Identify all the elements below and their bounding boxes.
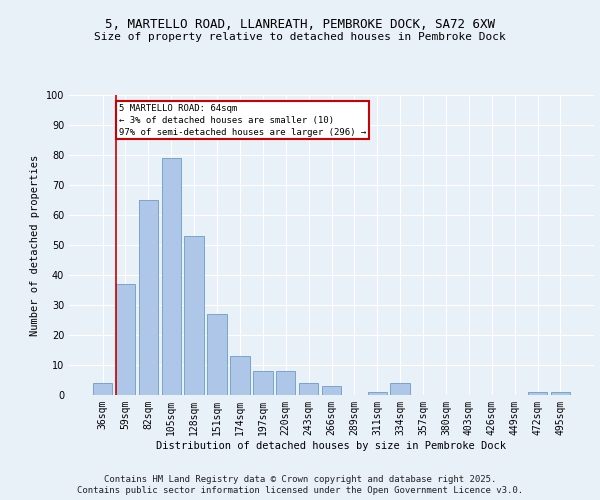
Y-axis label: Number of detached properties: Number of detached properties	[30, 154, 40, 336]
X-axis label: Distribution of detached houses by size in Pembroke Dock: Distribution of detached houses by size …	[157, 440, 506, 450]
Bar	[230, 356, 250, 395]
Bar	[93, 383, 112, 395]
Bar	[276, 371, 295, 395]
Bar	[116, 284, 135, 395]
Bar	[322, 386, 341, 395]
Bar	[184, 236, 204, 395]
Bar	[253, 371, 272, 395]
Text: 5, MARTELLO ROAD, LLANREATH, PEMBROKE DOCK, SA72 6XW: 5, MARTELLO ROAD, LLANREATH, PEMBROKE DO…	[105, 18, 495, 30]
Bar	[139, 200, 158, 395]
Text: Contains HM Land Registry data © Crown copyright and database right 2025.: Contains HM Land Registry data © Crown c…	[104, 475, 496, 484]
Bar	[368, 392, 387, 395]
Bar	[391, 383, 410, 395]
Text: Contains public sector information licensed under the Open Government Licence v3: Contains public sector information licen…	[77, 486, 523, 495]
Bar	[551, 392, 570, 395]
Text: 5 MARTELLO ROAD: 64sqm
← 3% of detached houses are smaller (10)
97% of semi-deta: 5 MARTELLO ROAD: 64sqm ← 3% of detached …	[119, 104, 367, 136]
Bar	[208, 314, 227, 395]
Bar	[528, 392, 547, 395]
Bar	[299, 383, 319, 395]
Text: Size of property relative to detached houses in Pembroke Dock: Size of property relative to detached ho…	[94, 32, 506, 42]
Bar	[161, 158, 181, 395]
